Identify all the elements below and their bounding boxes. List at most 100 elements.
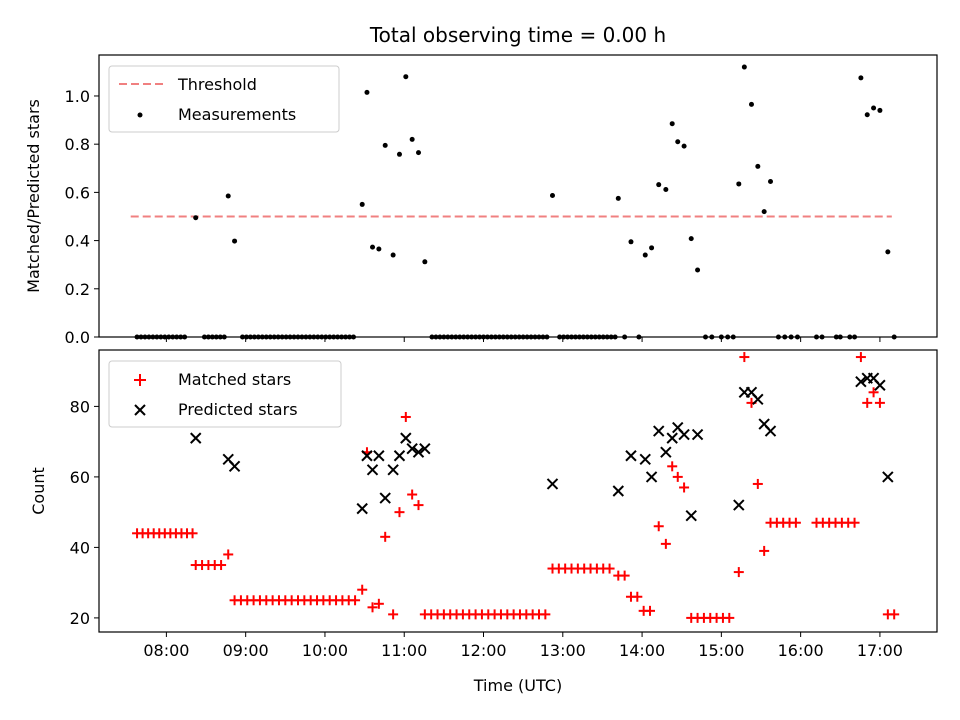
top-y-tick-label: 0.2: [65, 280, 90, 299]
predicted-star-point: [393, 450, 406, 462]
bottom-y-ticks: 20 40 60 80: [70, 397, 99, 628]
bottom-legend-frame: [108, 360, 342, 428]
matched-star-point: [380, 531, 391, 542]
matched-star-point: [759, 545, 770, 556]
top-y-tick-label: 0.0: [65, 328, 90, 347]
measurement-point: [376, 246, 382, 252]
matched-star-point: [357, 584, 368, 595]
measurement-point: [663, 186, 669, 192]
x-axis-label: Time (UTC): [473, 676, 562, 695]
measurement-point: [193, 215, 199, 221]
predicted-star-point: [855, 376, 867, 388]
matched-star-point: [862, 397, 873, 408]
predicted-star-point: [625, 450, 637, 462]
measurement-point: [403, 74, 409, 80]
predicted-star-point: [406, 442, 418, 455]
measurement-point: [877, 107, 883, 113]
bottom-y-tick-label: 60: [70, 468, 90, 487]
measurement-point: [390, 252, 396, 258]
x-tick-label: 08:00: [143, 641, 189, 660]
measurement-point: [615, 195, 621, 201]
predicted-star-point: [874, 379, 886, 391]
top-y-axis-label: Matched/Predicted stars: [24, 99, 43, 293]
measurement-point: [225, 193, 231, 199]
predicted-star-point: [678, 428, 690, 441]
measurement-point: [396, 151, 402, 157]
predicted-star-point: [685, 509, 697, 522]
bottom-plot-marks: [132, 352, 900, 623]
predicted-star-point: [653, 425, 665, 437]
bottom-axes-frame: [98, 349, 938, 633]
matched-star-point: [388, 609, 399, 620]
figure-title: Total observing time = 0.00 h: [369, 23, 666, 47]
measurement-point: [669, 121, 675, 127]
predicted-star-point: [356, 502, 368, 515]
predicted-star-point: [546, 478, 559, 490]
measurement-point: [649, 245, 655, 251]
measurement-point: [416, 150, 422, 156]
matched-star-point: [413, 500, 424, 511]
predicted-star-point: [764, 425, 777, 437]
top-legend-measurements-swatch: [137, 112, 143, 118]
measurement-point: [755, 163, 761, 169]
x-tick-label: 10:00: [302, 641, 348, 660]
predicted-star-point: [691, 428, 704, 441]
measurement-point: [232, 238, 238, 244]
matched-star-point: [679, 482, 690, 493]
bottom-panel: 20 40 60 80 08:00 09:00 10:00 11:00 12:00 13:00 1…: [29, 349, 938, 695]
matched-star-point: [653, 521, 664, 532]
bottom-legend-predicted-label: Predicted stars: [178, 400, 298, 419]
matched-star-point: [790, 517, 801, 528]
matched-star-point: [407, 489, 418, 500]
measurement-point: [422, 259, 428, 265]
matched-star-point: [400, 411, 411, 422]
measurement-point: [748, 101, 754, 107]
matched-star-point: [540, 609, 551, 620]
predicted-star-point: [645, 471, 658, 483]
predicted-star-point: [660, 446, 672, 458]
top-legend-measurements-label: Measurements: [178, 105, 296, 124]
top-panel: 0.0 0.2 0.4 0.6 0.8 1.0 Matched/Predicted sta…: [24, 54, 938, 347]
measurement-point: [549, 193, 555, 199]
predicted-star-point: [612, 485, 624, 497]
measurement-point: [409, 136, 415, 142]
matched-star-point: [350, 595, 361, 606]
top-x-ticks: [165, 337, 881, 342]
matched-star-point: [660, 538, 671, 549]
measurement-point: [761, 209, 767, 215]
measurement-point: [864, 112, 870, 118]
measurement-point: [681, 143, 687, 149]
measurement-point: [768, 179, 774, 185]
x-tick-label: 11:00: [381, 641, 427, 660]
predicted-star-point: [190, 432, 202, 444]
matched-star-point: [889, 609, 900, 620]
predicted-star-point: [373, 450, 385, 462]
predicted-star-point: [666, 432, 678, 444]
x-tick-label: 12:00: [460, 641, 506, 660]
measurement-point: [364, 89, 370, 95]
bottom-legend-matched-label: Matched stars: [178, 370, 291, 389]
bottom-y-tick-label: 20: [70, 609, 90, 628]
x-tick-label: 15:00: [698, 641, 744, 660]
predicted-star-point: [882, 471, 894, 483]
top-legend-threshold-label: Threshold: [177, 75, 257, 94]
measurement-point: [736, 181, 742, 187]
bottom-y-tick-label: 40: [70, 538, 90, 557]
bottom-legend: Matched stars Predicted stars: [108, 360, 342, 428]
matched-star-point: [733, 567, 744, 578]
matched-star-point: [367, 602, 378, 613]
predicted-star-point: [400, 432, 412, 444]
x-tick-label: 16:00: [778, 641, 824, 660]
measurement-point: [688, 236, 694, 242]
predicted-star-point: [387, 464, 399, 476]
measurement-point: [675, 139, 681, 145]
matched-star-point: [752, 478, 763, 489]
measurement-point: [871, 105, 877, 111]
predicted-star-point: [639, 453, 651, 465]
matched-star-point: [874, 397, 885, 408]
matched-star-point: [724, 612, 735, 623]
top-y-ticks: 0.0 0.2 0.4 0.6 0.8 1.0: [65, 87, 99, 347]
predicted-star-point: [366, 464, 379, 476]
measurement-point: [382, 142, 388, 148]
